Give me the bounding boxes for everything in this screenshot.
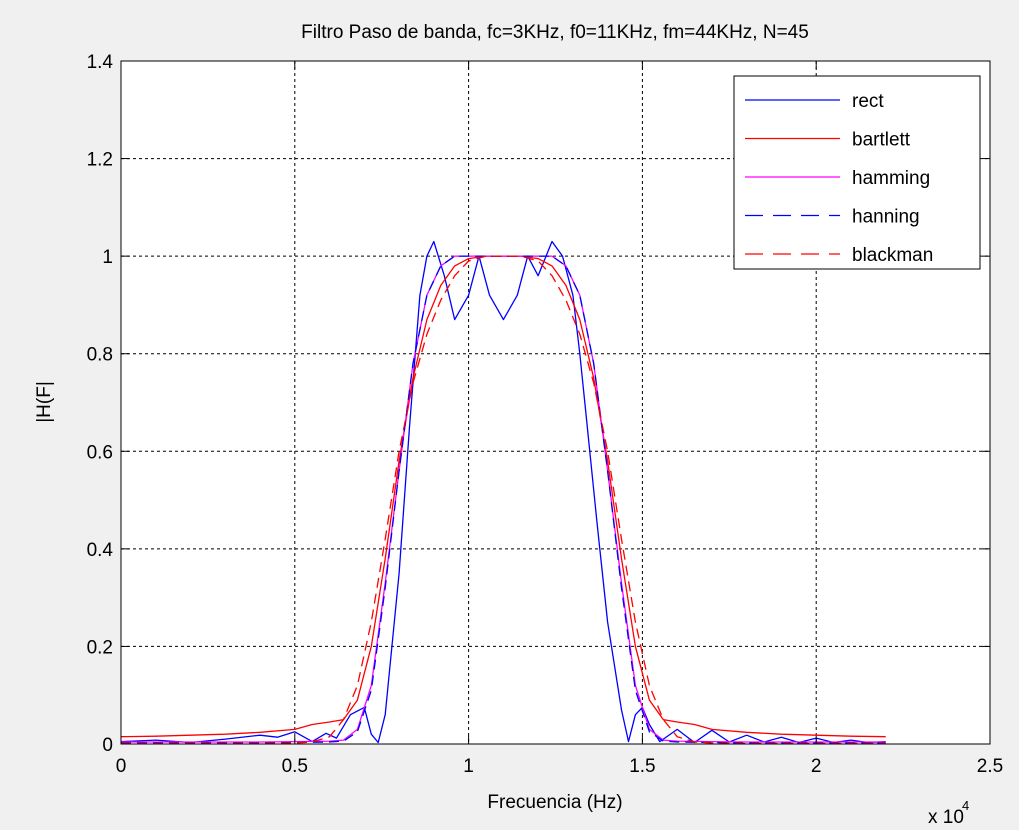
series-line-hamming (121, 255, 886, 743)
series-line-blackman (121, 255, 886, 745)
legend-label-bartlett: bartlett (852, 130, 911, 151)
x-tick-label: 2.5 (977, 756, 1003, 777)
legend-label-hanning: hanning (852, 207, 920, 228)
legend-label-rect: rect (852, 91, 884, 112)
y-tick-label: 1.4 (87, 52, 114, 73)
y-tick-label: 0.2 (87, 637, 113, 658)
chart-title: Filtro Paso de banda, fc=3KHz, f0=11KHz,… (301, 22, 809, 43)
y-tick-label: 0 (102, 735, 113, 756)
legend-label-hamming: hamming (852, 168, 930, 189)
series-line-hanning (121, 255, 886, 744)
x-axis-exponent-base: x 10 (928, 807, 964, 828)
y-tick-label: 0.8 (87, 345, 113, 366)
legend: rect bartlett hamming hanning blackman (733, 75, 981, 270)
x-tick-label: 2 (811, 756, 822, 777)
x-tick-label: 1.5 (629, 756, 655, 777)
y-tick-label: 0.6 (87, 442, 113, 463)
y-tick-label: 1.2 (87, 150, 113, 171)
legend-entries: rect bartlett hamming hanning blackman (745, 91, 933, 266)
x-tick-label: 1 (463, 756, 474, 777)
x-axis-exponent-power: 4 (962, 798, 969, 813)
y-tick-label: 0.4 (87, 540, 114, 561)
x-tick-label: 0 (116, 756, 127, 777)
y-axis-label: |H(F| (34, 381, 55, 423)
x-tick-label: 0.5 (282, 756, 308, 777)
series-lines (120, 240, 886, 745)
axes-frame (120, 60, 991, 745)
y-tick-label: 1 (102, 247, 113, 268)
x-axis-label: Frecuencia (Hz) (487, 792, 622, 813)
legend-label-blackman: blackman (852, 245, 933, 266)
tick-labels: 0 0.5 1 1.5 2 2.5 0 0.2 0.4 0.6 0.8 1 1.2 1.4 (87, 52, 1004, 777)
grid-lines (121, 61, 990, 744)
legend-box (733, 75, 981, 270)
tick-marks (120, 60, 991, 745)
